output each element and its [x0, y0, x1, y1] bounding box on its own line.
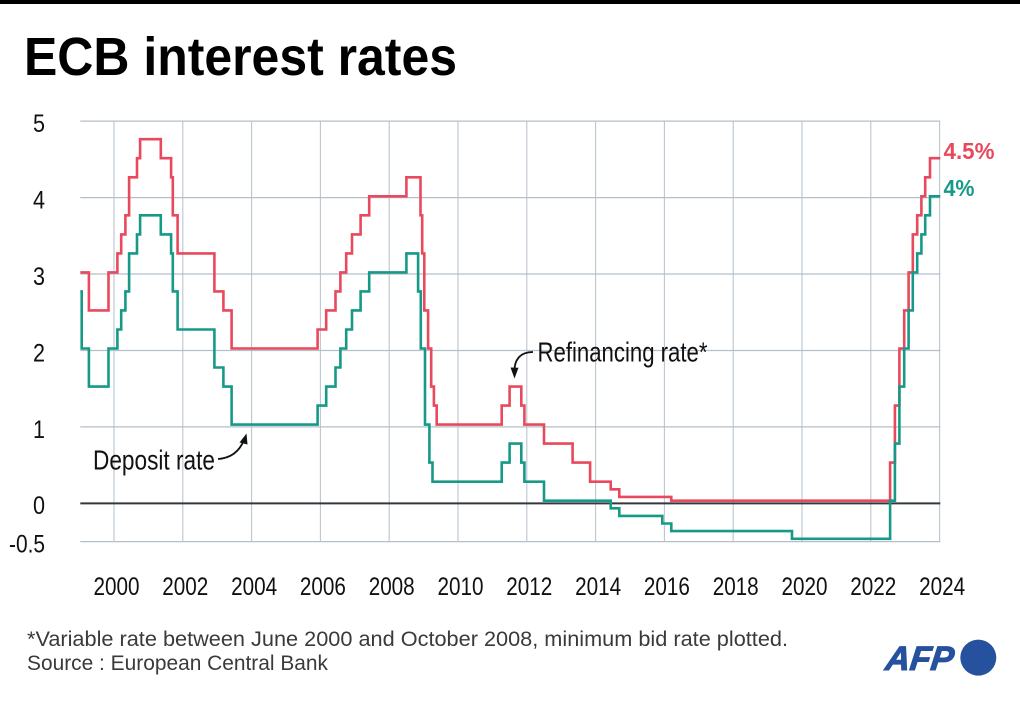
- svg-text:5: 5: [33, 110, 45, 138]
- svg-text:*Variable rate between June 20: *Variable rate between June 2000 and Oct…: [27, 628, 788, 651]
- svg-text:Source : European Central Bank: Source : European Central Bank: [27, 652, 328, 675]
- svg-text:Deposit rate: Deposit rate: [93, 445, 215, 476]
- svg-text:2016: 2016: [644, 573, 690, 601]
- svg-text:Refinancing rate*: Refinancing rate*: [538, 337, 708, 368]
- svg-text:2012: 2012: [506, 573, 552, 601]
- svg-text:2020: 2020: [782, 573, 828, 601]
- svg-text:0: 0: [33, 492, 45, 520]
- svg-text:2: 2: [33, 339, 45, 367]
- svg-text:-0.5: -0.5: [9, 530, 45, 558]
- svg-text:4.5%: 4.5%: [944, 138, 995, 164]
- svg-text:2000: 2000: [94, 573, 140, 601]
- svg-text:ECB interest rates: ECB interest rates: [24, 27, 457, 87]
- svg-text:2004: 2004: [231, 573, 277, 601]
- svg-text:4%: 4%: [944, 175, 975, 201]
- svg-text:2010: 2010: [438, 573, 484, 601]
- svg-text:2018: 2018: [713, 573, 759, 601]
- svg-text:1: 1: [33, 416, 45, 444]
- svg-text:2002: 2002: [162, 573, 208, 601]
- svg-text:AFP: AFP: [883, 640, 957, 678]
- svg-text:2022: 2022: [850, 573, 896, 601]
- svg-text:2014: 2014: [575, 573, 621, 601]
- svg-text:2024: 2024: [919, 573, 965, 601]
- svg-text:2008: 2008: [369, 573, 415, 601]
- svg-text:3: 3: [33, 263, 45, 291]
- svg-text:2006: 2006: [300, 573, 346, 601]
- svg-text:4: 4: [33, 186, 45, 214]
